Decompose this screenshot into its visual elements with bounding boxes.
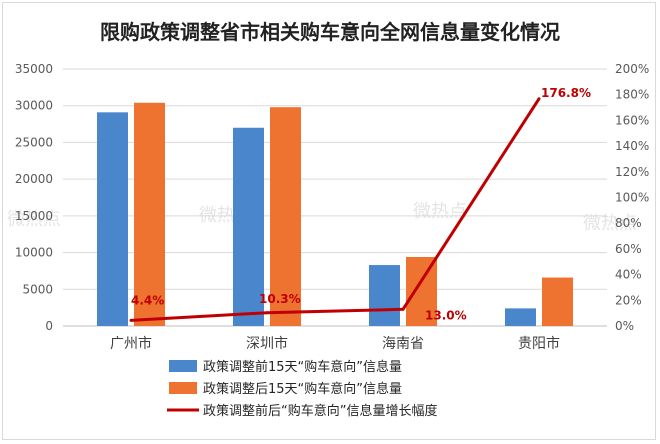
y2-tick-label: 40%	[615, 268, 642, 282]
watermark-2: 微热点	[413, 201, 467, 222]
data-label: 10.3%	[259, 292, 301, 306]
bar-series	[97, 102, 573, 326]
legend: 政策调整前15天“购车意向”信息量政策调整后15天“购车意向”信息量政策调整前后…	[167, 359, 437, 419]
legend-label: 政策调整前15天“购车意向”信息量	[203, 359, 402, 375]
bar	[97, 112, 128, 326]
bar	[542, 277, 573, 326]
line-point	[129, 318, 133, 322]
line-point	[537, 97, 541, 101]
line-point	[401, 307, 405, 311]
chart-title: 限购政策调整省市相关购车意向全网信息量变化情况	[100, 20, 560, 44]
category-label: 贵阳市	[518, 335, 560, 352]
data-label: 13.0%	[425, 308, 467, 322]
data-label: 4.4%	[131, 293, 164, 307]
bar	[134, 102, 165, 326]
y-tick-label: 30000	[15, 99, 53, 113]
bar	[233, 127, 264, 326]
watermark-0: 微热点	[7, 209, 61, 230]
left-axis-ticks: 0 5000 10000 15000 20000 25000 30000 35000	[15, 62, 53, 333]
y-tick-label: 20000	[15, 172, 53, 186]
legend-swatch	[169, 382, 197, 394]
data-label: 176.8%	[541, 86, 591, 100]
y2-tick-label: 60%	[615, 242, 642, 256]
legend-label: 政策调整前后“购车意向”信息量增长幅度	[203, 403, 437, 419]
chart-frame: 限购政策调整省市相关购车意向全网信息量变化情况 微热点 微热点 微热点 微热点 0 50…	[2, 2, 656, 440]
y-tick-label: 15000	[15, 209, 53, 223]
bar	[270, 107, 301, 326]
legend-swatch	[169, 360, 197, 372]
y2-tick-label: 120%	[615, 165, 649, 179]
y-tick-label: 25000	[15, 135, 53, 149]
category-label: 海南省	[382, 336, 424, 352]
y2-tick-label: 160%	[615, 113, 649, 127]
y-tick-label: 5000	[22, 282, 53, 296]
right-axis-ticks: 0% 20% 40% 60% 80% 100% 120% 140% 160% 180% 200%	[615, 62, 649, 333]
y2-tick-label: 0%	[615, 319, 634, 333]
category-label: 深圳市	[246, 335, 288, 352]
y2-tick-label: 140%	[615, 139, 649, 153]
bar	[505, 308, 536, 326]
y-tick-label: 10000	[15, 246, 53, 260]
category-label: 广州市	[110, 335, 152, 352]
line-point	[265, 311, 269, 315]
y-tick-label: 0	[45, 319, 53, 333]
y2-tick-label: 180%	[615, 88, 649, 102]
watermark-3: 微热点	[583, 213, 637, 234]
y2-tick-label: 200%	[615, 62, 649, 76]
legend-label: 政策调整后15天“购车意向”信息量	[203, 381, 402, 397]
category-labels: 广州市 深圳市 海南省 贵阳市	[110, 335, 560, 352]
growth-line	[130, 97, 541, 322]
y2-tick-label: 80%	[615, 216, 642, 230]
y2-tick-label: 100%	[615, 191, 649, 205]
line-series: 4.4% 10.3% 13.0% 176.8%	[129, 86, 591, 322]
y2-tick-label: 20%	[615, 293, 642, 307]
bar	[406, 256, 437, 326]
bar	[369, 265, 400, 326]
y-tick-label: 35000	[15, 62, 53, 76]
